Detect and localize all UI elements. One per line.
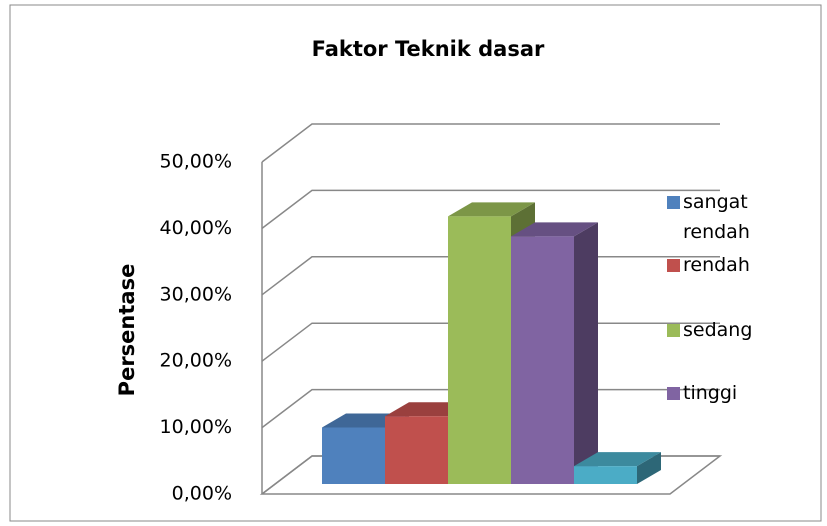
y-tick-label: 0,00% — [172, 483, 232, 505]
grid-line — [261, 123, 720, 163]
legend-label: tinggi — [683, 382, 738, 404]
bar — [574, 452, 661, 484]
bar-top — [574, 452, 661, 467]
y-tick-label: 40,00% — [160, 217, 232, 239]
legend-swatch — [667, 196, 680, 209]
legend-swatch — [667, 387, 680, 400]
grid-line — [261, 189, 720, 229]
y-tick-label: 10,00% — [160, 416, 232, 438]
y-tick-label: 30,00% — [160, 283, 232, 305]
legend-swatch — [667, 259, 680, 272]
legend-label: rendah — [683, 254, 750, 276]
chart-title: Faktor Teknik dasar — [312, 37, 545, 61]
bar-front — [322, 427, 385, 484]
bar-side — [574, 222, 598, 484]
bar-front — [574, 466, 637, 484]
legend-swatch — [667, 324, 680, 337]
legend-label: sedang — [683, 319, 753, 341]
legend-label: sangat rendah — [683, 191, 750, 243]
bar-top — [511, 222, 598, 237]
bar — [511, 222, 598, 484]
y-tick-label: 20,00% — [160, 350, 232, 372]
bar-top — [448, 202, 535, 217]
bar-front — [448, 216, 511, 484]
bar-front — [385, 416, 448, 484]
bar-side — [637, 452, 661, 484]
y-tick-label: 50,00% — [160, 151, 232, 173]
y-axis-label: Persentase — [115, 264, 139, 397]
bar-front — [511, 236, 574, 484]
